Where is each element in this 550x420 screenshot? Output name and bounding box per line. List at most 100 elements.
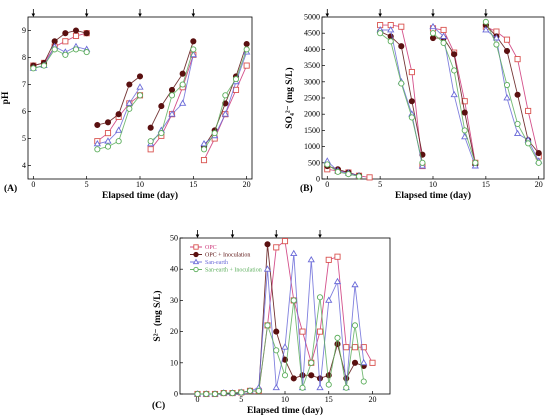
- data-point-san_inoc: [398, 80, 405, 87]
- data-point-san_inoc: [316, 294, 324, 301]
- inoculation-arrow-head: [378, 13, 382, 17]
- data-point-san: [168, 110, 176, 117]
- y-tick-label: 1000: [304, 142, 320, 151]
- inoculation-arrow-head: [230, 234, 235, 238]
- series-san_inoc: [324, 18, 542, 180]
- data-point-san_inoc: [62, 51, 69, 58]
- data-point-san_inoc: [343, 384, 350, 391]
- legend-marker-opc_inoc: [193, 251, 199, 258]
- x-tick-label: 5: [239, 395, 243, 404]
- data-point-san_inoc: [40, 62, 48, 69]
- data-point-san_inoc: [232, 76, 240, 83]
- y-tick-label: 5000: [304, 13, 320, 22]
- data-point-san_inoc: [387, 38, 394, 45]
- x-tick-label: 0: [325, 180, 329, 189]
- data-point-san: [125, 99, 133, 106]
- data-point-opc_inoc: [136, 73, 144, 80]
- y-tick-label: 4000: [304, 45, 320, 54]
- x-tick-label: 20: [535, 180, 543, 189]
- data-point-san_inoc: [104, 143, 112, 150]
- legend-label-opc_inoc: OPC + Inoculation: [205, 253, 250, 259]
- series-opc_inoc: [324, 22, 542, 179]
- inoculation-arrow-head: [195, 234, 200, 238]
- x-tick-label: 0: [31, 180, 35, 189]
- data-point-san_inoc: [246, 387, 254, 394]
- data-point-san_inoc: [482, 18, 489, 25]
- panel-label: (C): [152, 400, 165, 411]
- data-point-san_inoc: [334, 168, 341, 175]
- data-point-san: [307, 255, 315, 263]
- data-point-san: [482, 26, 490, 33]
- data-point-opc_inoc: [168, 86, 176, 93]
- data-point-opc: [503, 36, 511, 43]
- data-point-san_inoc: [200, 146, 208, 153]
- data-point-san_inoc: [461, 127, 468, 134]
- data-point-opc_inoc: [290, 375, 297, 382]
- x-tick-label: 20: [243, 180, 251, 189]
- data-point-san_inoc: [51, 46, 58, 53]
- y-tick-label: 20: [170, 327, 178, 336]
- data-point-opc: [316, 328, 324, 335]
- inoculation-arrow-head: [274, 234, 279, 238]
- data-point-san_inoc: [126, 105, 133, 112]
- data-point-san: [272, 383, 280, 391]
- legend-marker-opc: [193, 244, 199, 250]
- data-point-san: [333, 277, 342, 285]
- data-point-san_inoc: [360, 378, 367, 385]
- data-point-opc_inoc: [398, 43, 405, 50]
- data-point-san_inoc: [334, 334, 341, 341]
- data-point-san_inoc: [440, 39, 447, 46]
- data-point-san: [450, 90, 458, 98]
- data-point-san_inoc: [211, 130, 218, 137]
- y-tick-label: 8: [22, 53, 26, 62]
- series-san_inoc: [30, 46, 250, 153]
- inoculation-arrow-head: [431, 13, 435, 17]
- x-tick-label: 10: [429, 180, 437, 189]
- data-point-san_inoc: [419, 159, 426, 166]
- data-point-opc_inoc: [72, 27, 80, 34]
- data-point-opc_inoc: [243, 40, 250, 48]
- y-axis-title: pH: [1, 91, 11, 104]
- data-point-opc: [281, 238, 289, 245]
- series-line-san: [326, 160, 360, 177]
- data-point-opc_inoc: [408, 98, 415, 105]
- data-point-san_inoc: [324, 161, 331, 168]
- x-tick-label: 5: [85, 180, 89, 189]
- data-point-san_inoc: [273, 347, 280, 354]
- data-point-san_inoc: [535, 159, 542, 166]
- data-point-opc: [273, 244, 280, 251]
- y-tick-label: 5: [22, 134, 26, 143]
- x-tick-label: 10: [136, 180, 144, 189]
- data-point-opc: [200, 157, 208, 164]
- y-axis-title: S²⁻ (mg S/L): [152, 290, 163, 341]
- data-point-san_inoc: [211, 390, 219, 398]
- series-line-san_inoc: [485, 21, 540, 164]
- data-point-san: [503, 94, 511, 101]
- chart-panel-a: 0 5 10 15 20 4 5 6 7 8 9 Elapsed time (day) pH (A): [1, 9, 253, 201]
- x-tick-label: 5: [378, 180, 382, 189]
- panel-label: (B): [300, 183, 313, 194]
- x-tick-label: 10: [281, 395, 289, 404]
- y-tick-label: 2000: [304, 110, 320, 119]
- data-point-opc_inoc: [83, 30, 90, 37]
- data-point-opc_inoc: [147, 124, 154, 131]
- data-point-opc: [299, 328, 306, 335]
- data-point-san: [136, 83, 144, 90]
- data-point-san: [360, 358, 368, 366]
- data-point-san_inoc: [190, 46, 197, 53]
- data-point-san_inoc: [493, 41, 500, 48]
- data-point-san_inoc: [377, 30, 384, 37]
- data-point-san_inoc: [229, 390, 236, 397]
- data-point-san_inoc: [243, 46, 250, 53]
- data-point-opc_inoc: [451, 51, 458, 58]
- data-point-san: [263, 265, 272, 272]
- data-point-san: [439, 32, 448, 39]
- data-point-san: [281, 343, 289, 350]
- data-point-opc: [366, 174, 373, 181]
- data-point-san_inoc: [351, 322, 359, 329]
- data-point-san: [351, 280, 359, 288]
- legend-marker-san_inoc: [193, 266, 199, 273]
- y-tick-label: 500: [308, 158, 320, 167]
- y-tick-label: 6: [22, 107, 26, 116]
